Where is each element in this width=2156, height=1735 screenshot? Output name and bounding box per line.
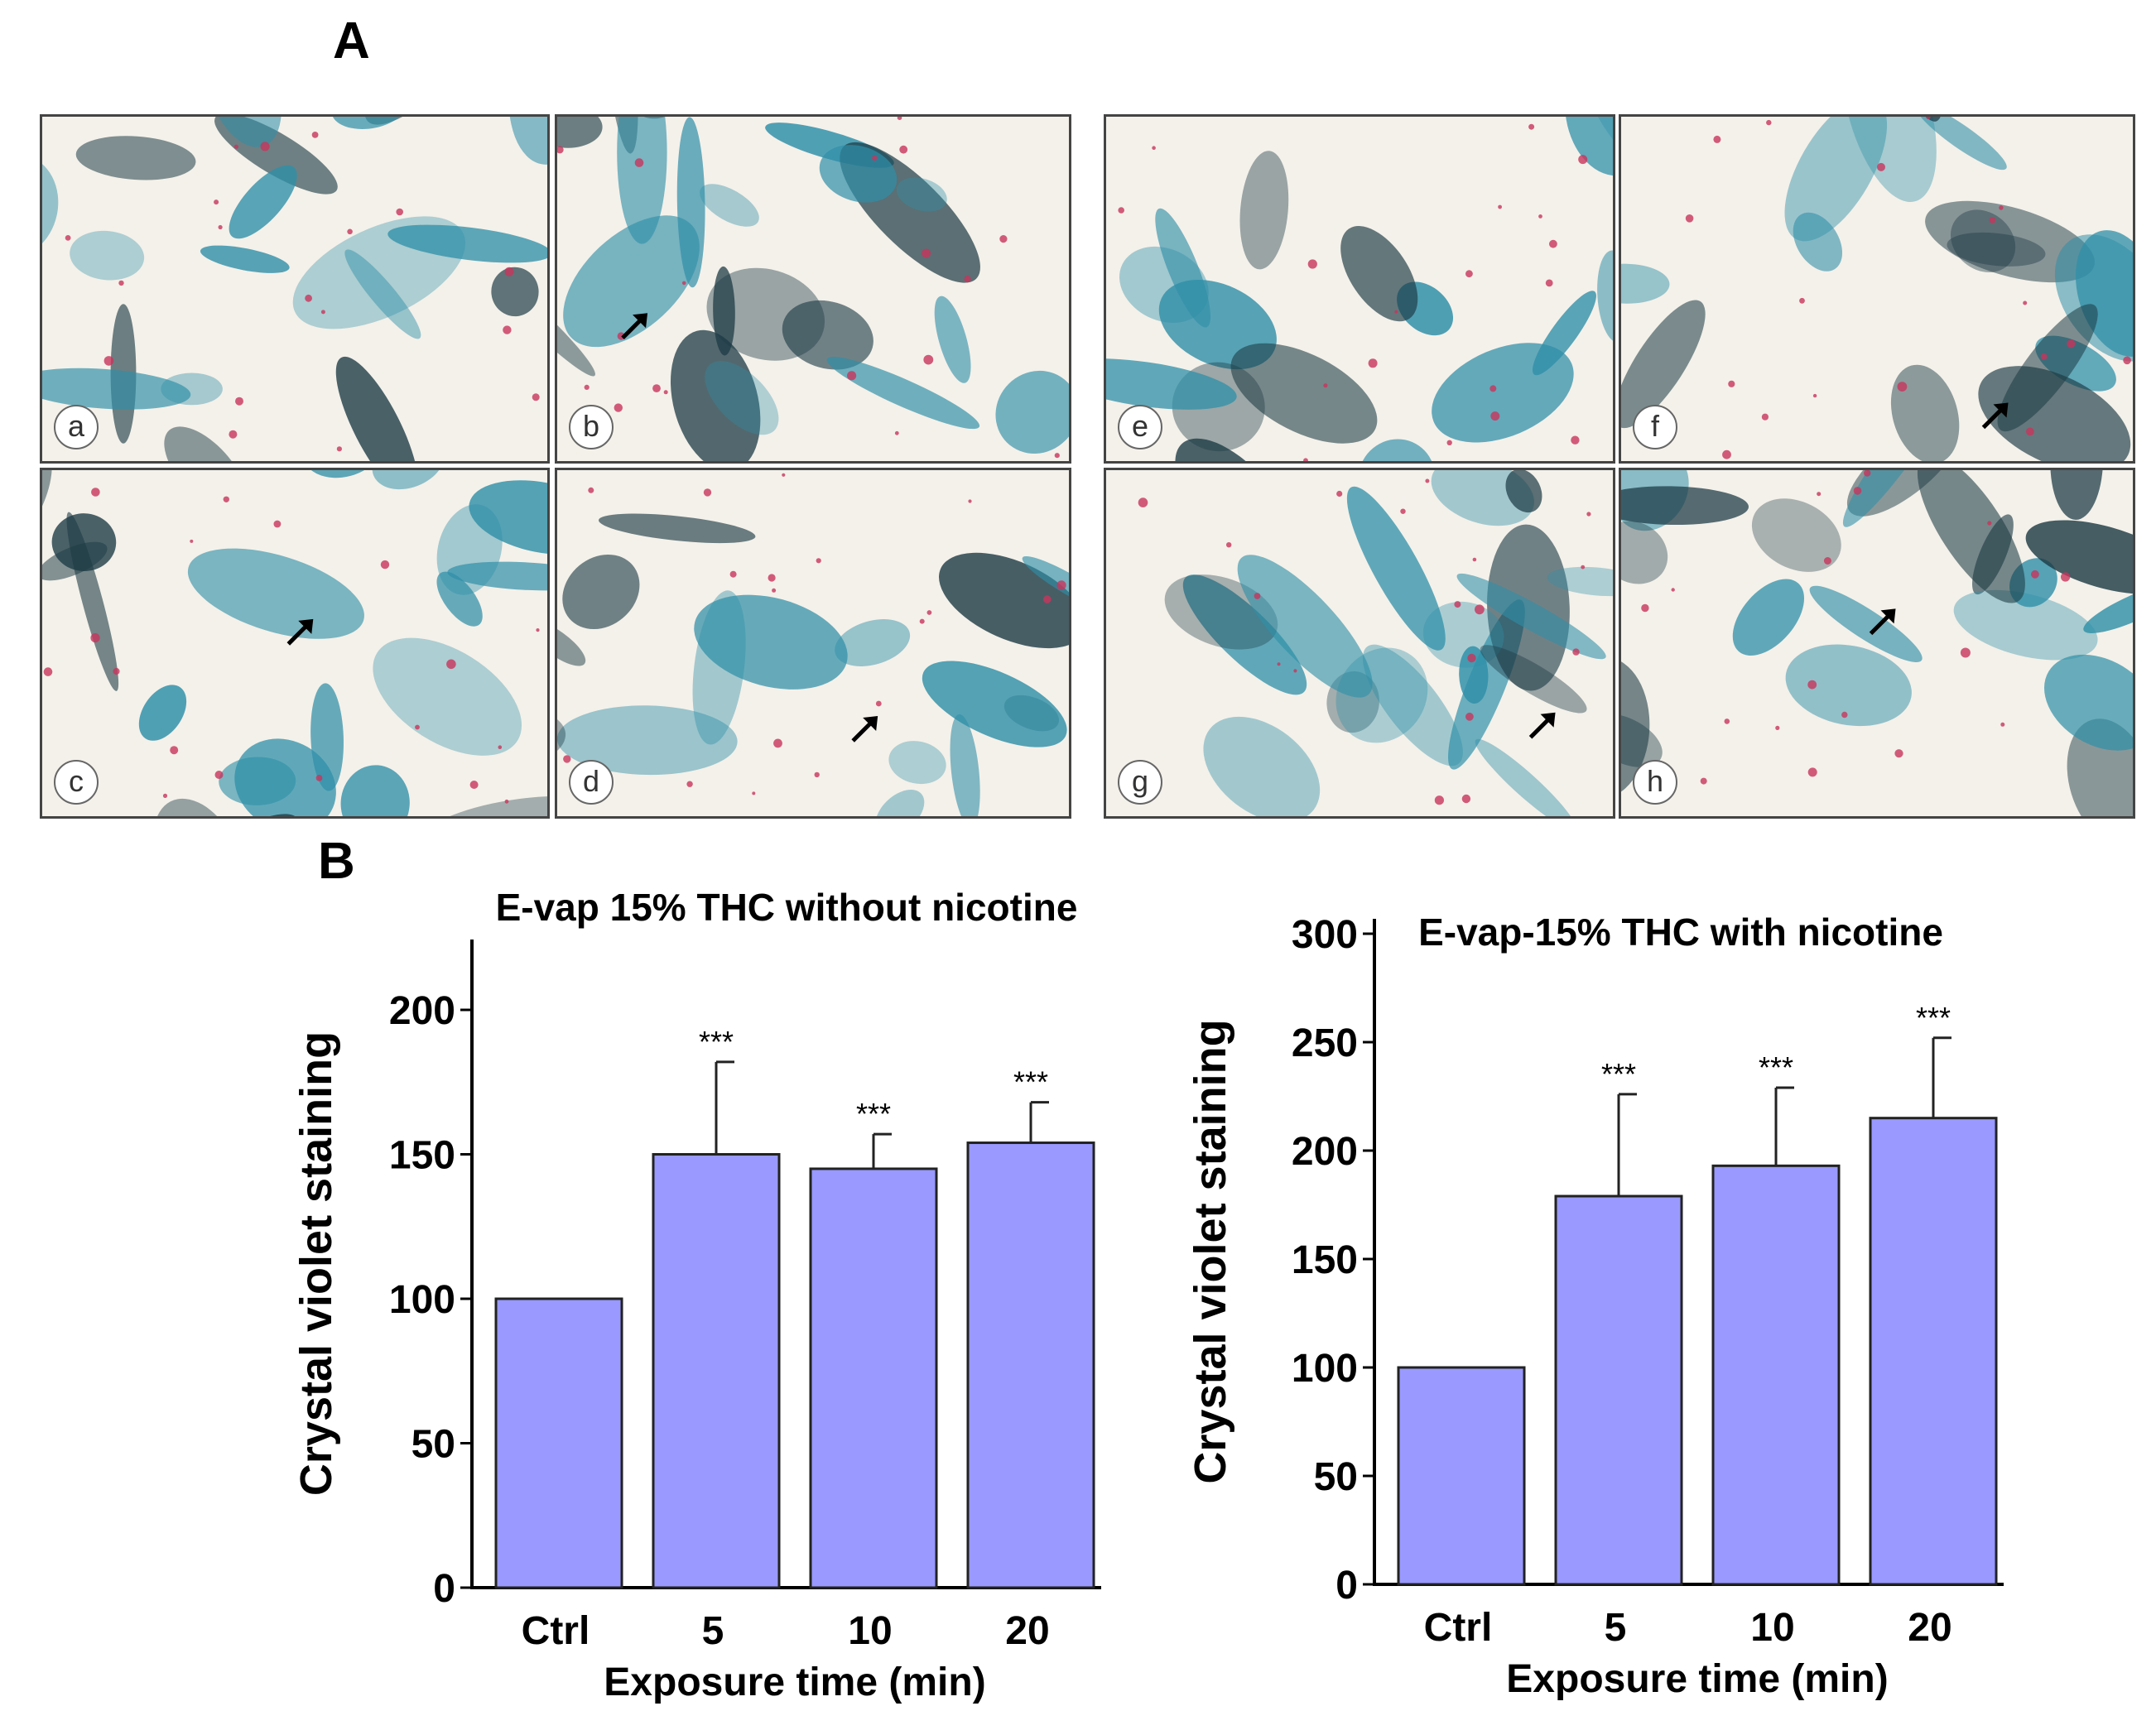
micrograph-label: e bbox=[1118, 405, 1162, 449]
micrograph-label: d bbox=[569, 760, 614, 805]
stain-texture bbox=[557, 473, 1069, 816]
stain-texture bbox=[1621, 117, 2133, 461]
x-tick-label: 5 bbox=[702, 1609, 724, 1653]
micrograph-label: h bbox=[1633, 760, 1677, 805]
stain-texture bbox=[1106, 117, 1613, 461]
y-tick-label: 100 bbox=[389, 1278, 455, 1322]
y-tick-label: 0 bbox=[1335, 1564, 1358, 1608]
y-tick-label: 200 bbox=[1292, 1130, 1358, 1174]
significance-marker-20: *** bbox=[1916, 1001, 1951, 1035]
y-tick-label: 250 bbox=[1292, 1021, 1358, 1065]
x-tick-label: Ctrl bbox=[522, 1609, 590, 1653]
significance-marker-5: *** bbox=[699, 1025, 734, 1059]
arrow-head-icon bbox=[1880, 608, 1896, 624]
bar-20 bbox=[1869, 1117, 1998, 1586]
bar-10 bbox=[809, 1167, 938, 1589]
bar-Ctrl bbox=[494, 1297, 623, 1589]
bar-Ctrl bbox=[1397, 1366, 1526, 1586]
chart-title: E-vap 15% THC without nicotine bbox=[496, 886, 1078, 929]
panel-label-a: A bbox=[333, 12, 370, 70]
x-axis-title: Exposure time (min) bbox=[604, 1661, 985, 1704]
panel-label-b: B bbox=[318, 833, 355, 890]
y-tick-label: 200 bbox=[389, 989, 455, 1033]
micrograph-label: g bbox=[1118, 760, 1162, 805]
micrograph-f: f bbox=[1619, 114, 2135, 464]
arrow-head-icon bbox=[1993, 402, 2009, 418]
bar-chart-with-nicotine: E-vap-15% THC with nicotine 0 50 100 150 200 2… bbox=[1186, 911, 2004, 1701]
significance-marker-10: *** bbox=[856, 1097, 891, 1131]
arrow-head-icon bbox=[298, 618, 314, 634]
chart-title: E-vap-15% THC with nicotine bbox=[1418, 911, 1943, 954]
y-tick-label: 50 bbox=[411, 1423, 455, 1467]
x-tick-label: 10 bbox=[1750, 1606, 1794, 1650]
micrograph-c: c bbox=[40, 468, 550, 819]
stain-texture bbox=[42, 470, 547, 816]
significance-marker-5: *** bbox=[1601, 1057, 1636, 1091]
micrograph-g: g bbox=[1104, 468, 1615, 819]
y-tick-label: 300 bbox=[1292, 913, 1358, 957]
y-axis-title: Crystal violet staining bbox=[291, 1031, 341, 1496]
arrow-head-icon bbox=[633, 313, 648, 329]
x-tick-label: Ctrl bbox=[1424, 1606, 1493, 1650]
bar-5 bbox=[1554, 1194, 1683, 1586]
micrograph-label: b bbox=[569, 405, 614, 449]
arrow-head-icon bbox=[1540, 712, 1556, 728]
x-axis-title: Exposure time (min) bbox=[1506, 1657, 1888, 1701]
x-tick-label: 10 bbox=[848, 1609, 892, 1653]
micrograph-label: c bbox=[54, 760, 99, 805]
micrograph-label: a bbox=[54, 405, 99, 449]
stain-texture bbox=[42, 117, 547, 461]
y-tick-label: 0 bbox=[433, 1567, 455, 1611]
arrow-head-icon bbox=[863, 715, 878, 731]
significance-marker-10: *** bbox=[1759, 1050, 1793, 1084]
y-tick-label: 100 bbox=[1292, 1347, 1358, 1391]
bar-chart-without-nicotine: E-vap 15% THC without nicotine 0 50 100 150 2… bbox=[291, 886, 1101, 1704]
x-tick-label: 20 bbox=[1005, 1609, 1049, 1653]
micrograph-e: e bbox=[1104, 114, 1615, 464]
x-tick-label: 5 bbox=[1605, 1606, 1627, 1650]
micrograph-d: d bbox=[555, 468, 1071, 819]
stain-texture bbox=[1621, 470, 2133, 816]
y-axis-title: Crystal violet staining bbox=[1186, 1019, 1235, 1483]
bar-20 bbox=[966, 1141, 1095, 1589]
stain-texture bbox=[1138, 470, 1613, 816]
micrograph-h: h bbox=[1619, 468, 2135, 819]
bar-10 bbox=[1711, 1164, 1841, 1586]
y-tick-label: 150 bbox=[389, 1134, 455, 1178]
x-tick-label: 20 bbox=[1908, 1606, 1951, 1650]
bar-5 bbox=[652, 1153, 781, 1589]
micrograph-b: b bbox=[555, 114, 1071, 464]
significance-marker-20: *** bbox=[1013, 1065, 1048, 1099]
stain-texture bbox=[557, 117, 1069, 461]
micrograph-label: f bbox=[1633, 405, 1677, 449]
micrograph-a: a bbox=[40, 114, 550, 464]
y-tick-label: 50 bbox=[1314, 1455, 1358, 1499]
y-tick-label: 150 bbox=[1292, 1238, 1358, 1282]
